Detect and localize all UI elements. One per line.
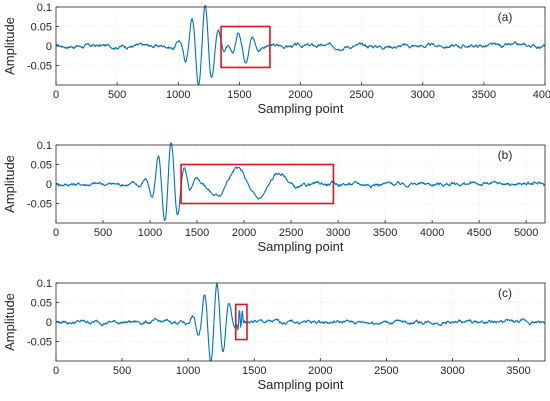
y-tick-label: 0.1 <box>37 2 52 14</box>
x-tick-label: 4000 <box>533 89 550 101</box>
x-tick-label: 3000 <box>326 227 350 239</box>
x-tick-label: 3000 <box>440 365 464 377</box>
x-tick-label: 500 <box>108 89 126 101</box>
highlight-box <box>220 25 271 69</box>
y-axis-label: Amplitude <box>2 17 17 75</box>
panel-label: (c) <box>498 286 512 300</box>
y-tick-label: 0 <box>46 41 52 53</box>
x-tick-label: 2000 <box>232 227 256 239</box>
x-tick-label: 1500 <box>227 89 251 101</box>
panel-label: (a) <box>498 10 513 24</box>
x-tick-label: 2500 <box>279 227 303 239</box>
y-tick-label: 0.05 <box>31 160 52 172</box>
y-axis-label: Amplitude <box>2 155 17 213</box>
x-tick-label: 1000 <box>166 89 190 101</box>
y-tick-label: 0 <box>46 179 52 191</box>
signal-line <box>55 142 546 221</box>
highlight-box <box>180 163 335 205</box>
highlight-box <box>234 303 248 341</box>
y-tick-label: -0.05 <box>27 199 52 211</box>
x-tick-label: 2500 <box>374 365 398 377</box>
x-tick-label: 2000 <box>288 89 312 101</box>
x-tick-label: 2000 <box>308 365 332 377</box>
y-axis-label: Amplitude <box>2 293 17 351</box>
x-tick-label: 3000 <box>411 89 435 101</box>
y-tick-label: 0.1 <box>37 140 52 152</box>
panel-label: (b) <box>498 148 513 162</box>
y-tick-label: 0.1 <box>37 278 52 290</box>
x-axis-label: Sampling point <box>258 101 344 116</box>
x-tick-label: 500 <box>113 365 131 377</box>
y-tick-label: -0.05 <box>27 337 52 349</box>
signal-line <box>55 4 546 86</box>
x-axis-label: Sampling point <box>258 377 344 392</box>
x-tick-label: 0 <box>53 365 59 377</box>
y-tick-label: 0.05 <box>31 22 52 34</box>
x-tick-label: 2500 <box>349 89 373 101</box>
y-tick-label: 0 <box>46 317 52 329</box>
x-tick-label: 3500 <box>506 365 530 377</box>
x-tick-label: 0 <box>53 89 59 101</box>
x-tick-label: 1000 <box>176 365 200 377</box>
x-tick-label: 3500 <box>373 227 397 239</box>
x-tick-label: 1500 <box>242 365 266 377</box>
x-axis-label: Sampling point <box>258 239 344 254</box>
x-tick-label: 4500 <box>467 227 491 239</box>
signal-line <box>55 282 546 362</box>
x-tick-label: 0 <box>53 227 59 239</box>
x-tick-label: 1500 <box>185 227 209 239</box>
x-tick-label: 5000 <box>514 227 538 239</box>
x-tick-label: 3500 <box>472 89 496 101</box>
y-tick-label: -0.05 <box>27 61 52 73</box>
x-tick-label: 1000 <box>138 227 162 239</box>
y-tick-label: 0.05 <box>31 298 52 310</box>
x-tick-label: 500 <box>94 227 112 239</box>
x-tick-label: 4000 <box>420 227 444 239</box>
